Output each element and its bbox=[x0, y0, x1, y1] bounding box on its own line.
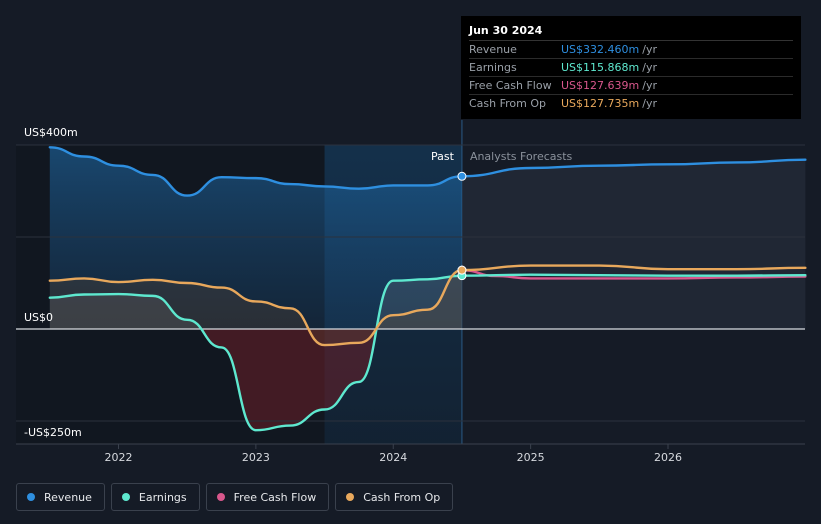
cash-from-op-area bbox=[49, 270, 462, 346]
tooltip-row-revenue: Revenue US$332.460m /yr bbox=[469, 41, 793, 59]
legend-item-free-cash-flow[interactable]: Free Cash Flow bbox=[205, 483, 330, 511]
revenue-area bbox=[49, 147, 462, 329]
cash-from-op-line bbox=[48, 264, 807, 347]
tooltip-unit: /yr bbox=[642, 61, 657, 74]
tooltip-unit: /yr bbox=[642, 97, 657, 110]
cash-from-op-marker bbox=[457, 265, 467, 275]
tooltip-unit: /yr bbox=[642, 43, 657, 56]
y-tick-label: -US$250m bbox=[24, 426, 82, 439]
y-tick-label: US$0 bbox=[24, 311, 53, 324]
tooltip-label: Earnings bbox=[469, 61, 517, 74]
past-label: Past bbox=[431, 150, 455, 163]
x-tick-label: 2022 bbox=[105, 451, 133, 464]
legend-item-cash-from-op[interactable]: Cash From Op bbox=[335, 483, 454, 511]
tooltip-label: Revenue bbox=[469, 43, 517, 56]
tooltip-date: Jun 30 2024 bbox=[469, 22, 793, 41]
y-tick-label: US$400m bbox=[24, 126, 78, 139]
forecast-area bbox=[461, 159, 806, 329]
tooltip-value: US$127.735m bbox=[561, 97, 640, 110]
tooltip-unit: /yr bbox=[642, 79, 657, 92]
legend-label: Revenue bbox=[44, 490, 92, 504]
legend-dot-icon bbox=[346, 493, 355, 501]
tooltip-row-free-cash-flow: Free Cash Flow US$127.639m /yr bbox=[469, 77, 793, 95]
x-tick-label: 2024 bbox=[379, 451, 407, 464]
legend-item-revenue[interactable]: Revenue bbox=[16, 483, 105, 511]
earnings-line bbox=[48, 273, 807, 432]
tooltip-panel: Jun 30 2024 Revenue US$332.460m /yr Earn… bbox=[461, 16, 801, 119]
legend: Revenue Earnings Free Cash Flow Cash Fro… bbox=[16, 483, 454, 511]
earnings-positive-area bbox=[49, 275, 462, 329]
legend-dot-icon bbox=[121, 493, 130, 501]
revenue-line bbox=[48, 146, 807, 197]
legend-label: Free Cash Flow bbox=[233, 490, 317, 504]
x-tick-label: 2025 bbox=[517, 451, 545, 464]
legend-dot-icon bbox=[27, 493, 35, 501]
tooltip-label: Cash From Op bbox=[469, 97, 547, 110]
legend-label: Earnings bbox=[138, 490, 187, 504]
x-tick-label: 2026 bbox=[654, 451, 682, 464]
tooltip-row-cash-from-op: Cash From Op US$127.735m /yr bbox=[469, 95, 793, 112]
tooltip-value: US$332.460m bbox=[561, 43, 640, 56]
earnings-negative-area bbox=[49, 329, 462, 431]
legend-label: Cash From Op bbox=[363, 490, 441, 504]
tooltip-value: US$127.639m bbox=[561, 79, 640, 92]
revenue-marker bbox=[457, 171, 467, 181]
forecast-label: Analysts Forecasts bbox=[470, 150, 573, 163]
legend-item-earnings[interactable]: Earnings bbox=[110, 483, 200, 511]
tooltip-label: Free Cash Flow bbox=[469, 79, 552, 92]
tooltip-row-earnings: Earnings US$115.868m /yr bbox=[469, 59, 793, 77]
x-tick-label: 2023 bbox=[242, 451, 270, 464]
legend-dot-icon bbox=[216, 493, 225, 501]
tooltip-value: US$115.868m bbox=[561, 61, 640, 74]
